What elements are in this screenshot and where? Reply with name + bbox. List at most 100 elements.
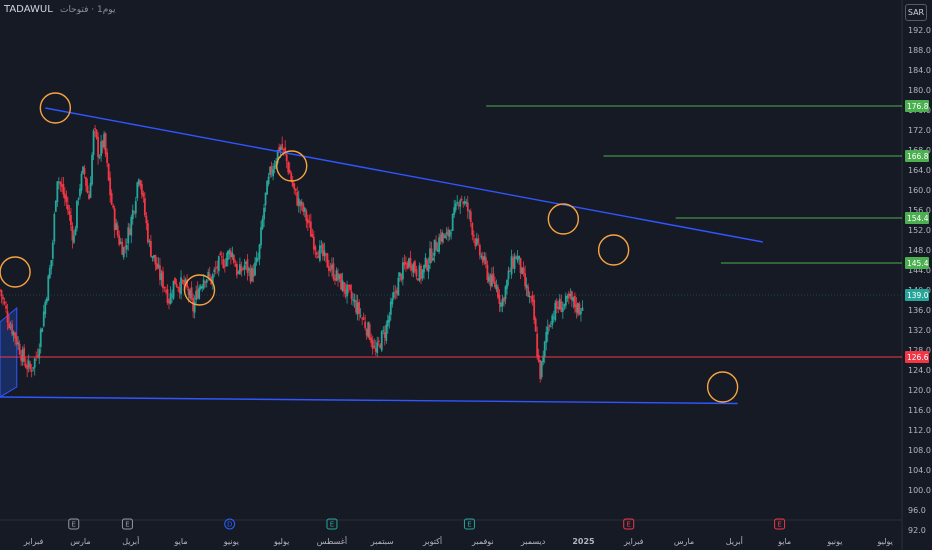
candle-body [159,265,161,280]
candle-body [294,188,297,191]
symbol-suffix: يوم1 · فتوحات [59,5,116,15]
candle-body [131,210,134,220]
candle-body [560,301,563,312]
highlight-circle [547,203,580,235]
candle-body [106,152,109,163]
candle-body [42,311,45,327]
candle-body [237,271,240,274]
candle-body [177,286,179,288]
candle-body [51,242,54,259]
candle-body [97,136,99,158]
candle-body [373,346,376,348]
level-label: 176.8 [907,102,929,111]
y-tick-label: 156.0 [908,206,931,215]
highlight-circle [39,92,72,124]
candle-body [385,324,388,341]
candle-body [495,284,498,290]
candle-body [73,235,75,243]
candle-body [418,265,421,281]
candle-body [74,228,77,236]
candle-body [555,300,558,309]
candle-body [577,303,579,314]
candle-body [77,198,80,200]
currency-badge[interactable]: SAR [905,4,927,21]
candles [0,124,584,383]
candle-body [33,358,36,368]
candle-body [465,201,468,204]
x-tick-label: مايو [777,537,791,546]
y-tick-label: 124.0 [908,366,931,375]
candle-body [341,280,344,291]
candle-body [306,219,309,224]
candle-body [484,257,487,265]
candle-body [548,325,551,327]
candle-body [39,329,42,347]
last-price-tag [905,289,929,301]
candle-body [528,296,531,298]
y-tick-label: 160.0 [908,186,931,195]
candle-body [400,274,403,281]
candle-body [59,181,62,185]
candle-body [299,200,302,207]
candle-body [332,263,335,280]
candle-body [282,148,285,150]
y-tick-label: 92.0 [908,526,926,535]
candle-body [394,291,397,293]
candle-body [257,259,259,261]
y-tick-label: 128.0 [908,346,931,355]
candle-body [312,236,315,250]
candle-body [239,264,241,275]
candle-body [361,318,364,320]
candle-body [50,260,53,269]
candle-body [24,363,27,368]
candle-body [279,146,282,151]
candle-body [124,246,127,248]
candle-body [266,181,268,195]
candle-body [219,253,222,256]
candle-body [296,192,299,206]
candle-body [273,165,276,169]
candle-body [504,286,507,300]
candle-body [346,284,348,297]
candle-body [451,213,454,231]
candle-body [236,264,238,276]
candle-body [276,149,279,164]
candle-body [249,269,252,282]
event-symbol: E [467,521,471,529]
candle-body [317,255,320,259]
candle-body [0,289,1,291]
candle-body [506,279,508,289]
candle-body [0,290,3,297]
candle-body [388,315,391,323]
candle-body [156,263,158,270]
x-tick-label: أبريل [726,536,743,546]
candle-body [5,305,7,309]
candle-body [412,263,415,273]
candle-body [314,246,317,251]
candle-body [291,180,294,187]
candle-body [175,283,178,287]
candle-body [371,340,374,349]
candle-body [335,270,338,281]
x-tick-label: يوليو [273,537,289,546]
symbol-name: TADAWUL [4,4,53,15]
event-symbol: E [125,521,129,529]
candle-body [391,298,394,305]
candle-body [60,184,63,187]
candle-body [254,262,256,276]
candle-body [487,276,490,282]
candle-body [18,343,21,355]
y-tick-label: 184.0 [908,66,931,75]
candle-body [389,301,392,315]
level-tag [905,351,929,363]
candle-body [542,355,545,363]
candle-body [380,331,383,351]
candle-body [537,354,540,362]
candle-body [311,234,314,238]
candle-body [573,295,576,308]
candle-body [165,290,167,293]
candle-body [287,162,290,173]
candle-body [477,238,480,243]
y-tick-label: 136.0 [908,306,931,315]
